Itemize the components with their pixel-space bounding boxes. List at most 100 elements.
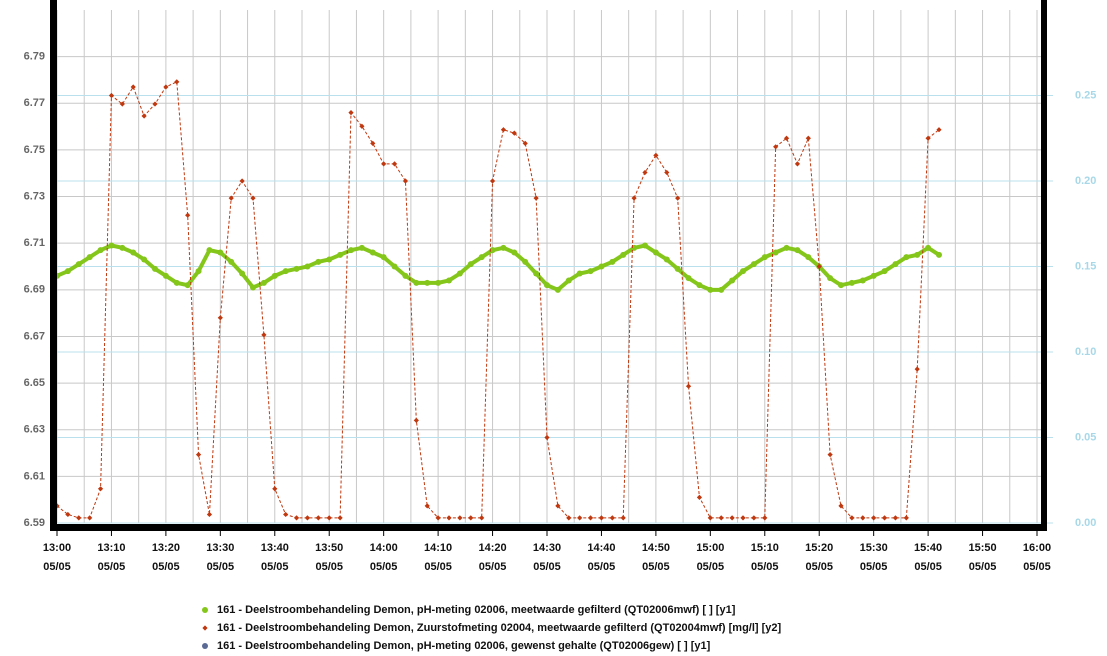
x-tick-date: 05/05 [1023,561,1051,573]
point [664,169,670,176]
point [816,263,822,270]
point [565,277,572,284]
right-axis-bar [1041,0,1047,531]
point [358,244,365,251]
point [827,275,834,282]
point [598,263,605,270]
legend-marker [202,643,208,649]
x-tick-time: 13:00 [43,542,71,554]
point [566,515,572,521]
point [914,366,920,372]
point [892,515,899,521]
x-tick-time: 14:10 [424,542,452,554]
point [794,161,801,167]
x-tick-time: 13:10 [97,542,125,554]
y-tick-label: 6.75 [24,144,45,156]
point [674,265,681,272]
y-tick-label: 6.79 [24,51,45,63]
point [696,494,703,500]
point [544,282,550,289]
x-tick-date: 05/05 [805,561,833,573]
point [65,511,71,518]
point [892,261,899,268]
point [370,140,376,146]
point [272,486,278,492]
point [652,249,659,256]
x-tick-date: 05/05 [43,561,71,573]
point [870,272,877,279]
point [500,127,507,133]
point [75,261,82,268]
point [609,515,615,521]
point [271,272,278,279]
point [217,315,223,321]
point [76,515,82,521]
legend-label: 161 - Deelstroombehandeling Demon, pH-me… [217,640,711,652]
point [740,268,746,275]
point [391,263,398,270]
x-tick-time: 13:30 [206,542,234,554]
point [783,135,790,141]
y-tick-label: 6.61 [24,470,45,482]
y-tick-label: 6.71 [24,237,45,249]
point [794,247,801,254]
y2-tick-label: 0.00 [1075,517,1096,529]
point [925,135,931,141]
point [141,113,147,119]
y-tick-label: 6.73 [24,190,45,202]
series-line [56,243,941,293]
point [185,212,191,218]
x-tick-date: 05/05 [588,561,616,573]
point [577,515,583,521]
point [511,249,518,256]
point [380,254,387,261]
point [468,515,474,521]
point [173,279,180,286]
plot [54,79,942,649]
point [152,265,158,272]
y-tick-label: 6.63 [24,424,45,436]
point [283,511,289,518]
point [729,515,735,521]
y2-tick-label: 0.05 [1075,431,1096,443]
point [707,515,713,521]
point [936,251,942,258]
point [250,284,256,291]
x-tick-time: 14:00 [370,542,398,554]
point [903,515,909,521]
point [555,503,561,509]
x-tick-time: 14:50 [642,542,670,554]
point [163,84,169,90]
point [87,515,93,521]
point [762,515,768,521]
x-tick-time: 15:10 [751,542,779,554]
point [348,110,354,116]
x-tick-date: 05/05 [697,561,725,573]
x-tick-date: 05/05 [751,561,779,573]
point [653,152,659,158]
y-tick-label: 6.77 [24,97,45,109]
point [446,515,452,521]
x-tick-date: 05/05 [642,561,670,573]
point [108,242,115,249]
point [772,249,779,256]
grid [56,10,1041,524]
point [479,515,485,521]
point [206,247,213,254]
point [435,279,442,286]
point [587,515,594,521]
point [250,195,256,201]
point [402,178,409,184]
point [86,254,93,261]
point [326,515,332,521]
x-tick-time: 15:00 [696,542,724,554]
point [522,258,529,265]
point [130,249,137,256]
point [108,92,115,99]
point [533,270,540,277]
x-tick-date: 05/05 [152,561,180,573]
point [304,263,311,270]
point [783,244,790,251]
x-tick-date: 05/05 [98,561,126,573]
